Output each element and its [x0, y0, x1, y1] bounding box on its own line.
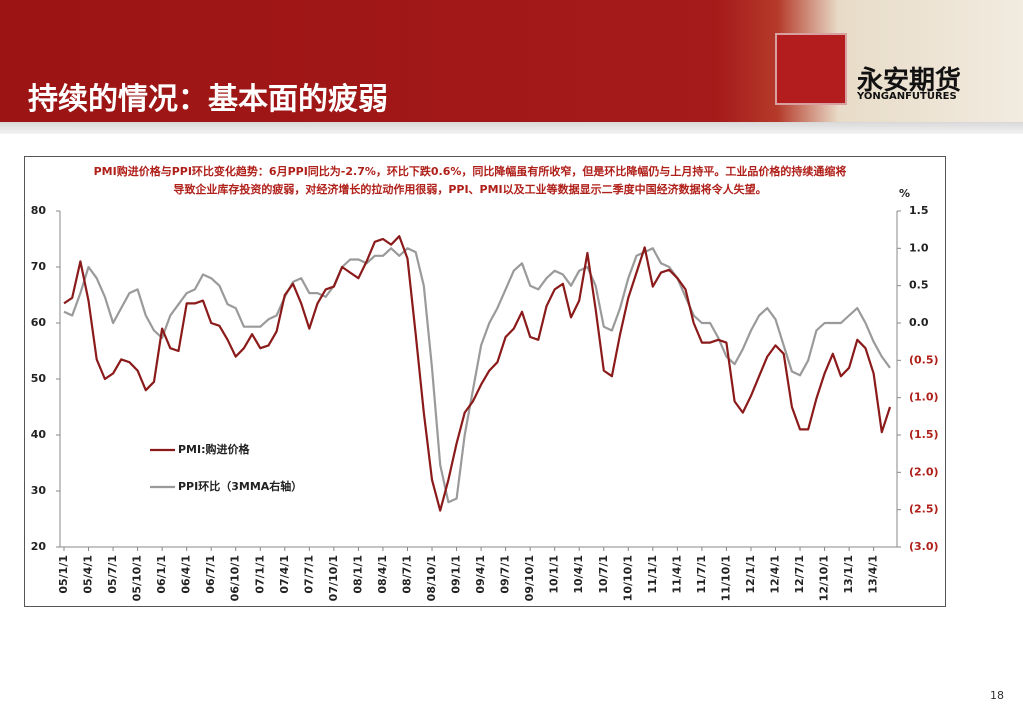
x-tick-label: 10/7/1 [597, 555, 610, 594]
x-tick-label: 13/1/1 [842, 555, 855, 594]
x-tick-label: 09/1/1 [450, 555, 463, 594]
y2-tick-label: (1.5) [909, 428, 939, 441]
x-tick-label: 11/4/1 [670, 555, 683, 594]
x-tick-label: 12/1/1 [744, 555, 757, 594]
x-tick-label: 08/1/1 [351, 555, 364, 594]
x-tick-label: 09/10/1 [523, 555, 536, 601]
y2-tick-label: 0.5 [909, 279, 929, 292]
y-tick-label: 60 [31, 316, 47, 329]
x-tick-label: 10/10/1 [621, 555, 634, 601]
x-tick-label: 09/4/1 [474, 555, 487, 594]
y2-tick-label: 0.0 [909, 316, 929, 329]
x-tick-label: 05/10/1 [131, 555, 144, 601]
y-tick-label: 50 [31, 372, 47, 385]
x-tick-label: 12/4/1 [769, 555, 782, 594]
x-tick-label: 07/10/1 [327, 555, 340, 601]
y2-tick-label: 1.5 [909, 204, 929, 217]
x-tick-label: 06/4/1 [180, 555, 193, 594]
y2-tick-label: (3.0) [909, 540, 939, 553]
y2-tick-label: (1.0) [909, 391, 939, 404]
x-tick-label: 11/1/1 [646, 555, 659, 594]
y-tick-label: 20 [31, 540, 47, 553]
y2-tick-label: (2.0) [909, 465, 939, 478]
y-tick-label: 80 [31, 204, 47, 217]
chart-title: PMI购进价格与PPI环比变化趋势：6月PPI同比为-2.7%，环比下跌0.6%… [93, 165, 847, 196]
y2-axis-label: % [899, 187, 910, 200]
legend-label: PMI:购进价格 [178, 442, 250, 456]
y-tick-label: 40 [31, 428, 47, 441]
x-tick-label: 05/4/1 [82, 555, 95, 594]
header-separator [0, 122, 1023, 134]
x-tick-label: 10/4/1 [572, 555, 585, 594]
logo-mark [775, 33, 847, 105]
y-tick-label: 70 [31, 260, 47, 273]
x-tick-label: 11/7/1 [695, 555, 708, 594]
y2-tick-label: (2.5) [909, 503, 939, 516]
chart-frame [24, 156, 946, 607]
x-tick-label: 05/7/1 [106, 555, 119, 594]
slide-title: 持续的情况：基本面的疲弱 [28, 82, 388, 117]
y2-tick-label: (0.5) [909, 353, 939, 366]
series-line [63, 247, 891, 504]
legend-label: PPI环比（3MMA右轴） [178, 479, 302, 493]
logo-name: 永安期货 [857, 66, 962, 96]
x-tick-label: 05/1/1 [57, 555, 70, 594]
page-number: 18 [990, 689, 1004, 702]
x-tick-label: 07/1/1 [253, 555, 266, 594]
x-tick-label: 08/7/1 [400, 555, 413, 594]
x-tick-label: 07/7/1 [302, 555, 315, 594]
series-line [63, 235, 892, 512]
x-tick-label: 09/7/1 [499, 555, 512, 594]
logo-sub: YONGANFUTURES [857, 91, 957, 102]
x-tick-label: 08/10/1 [425, 555, 438, 601]
x-tick-label: 06/7/1 [204, 555, 217, 594]
x-tick-label: 07/4/1 [278, 555, 291, 594]
x-tick-label: 06/10/1 [229, 555, 242, 601]
header-band [0, 0, 1023, 122]
y-tick-label: 30 [31, 484, 47, 497]
x-tick-label: 13/4/1 [867, 555, 880, 594]
x-tick-label: 11/10/1 [719, 555, 732, 601]
x-tick-label: 08/4/1 [376, 555, 389, 594]
x-tick-label: 06/1/1 [155, 555, 168, 594]
x-tick-label: 12/7/1 [793, 555, 806, 594]
x-tick-label: 10/1/1 [548, 555, 561, 594]
x-tick-label: 12/10/1 [818, 555, 831, 601]
y2-tick-label: 1.0 [909, 241, 929, 254]
